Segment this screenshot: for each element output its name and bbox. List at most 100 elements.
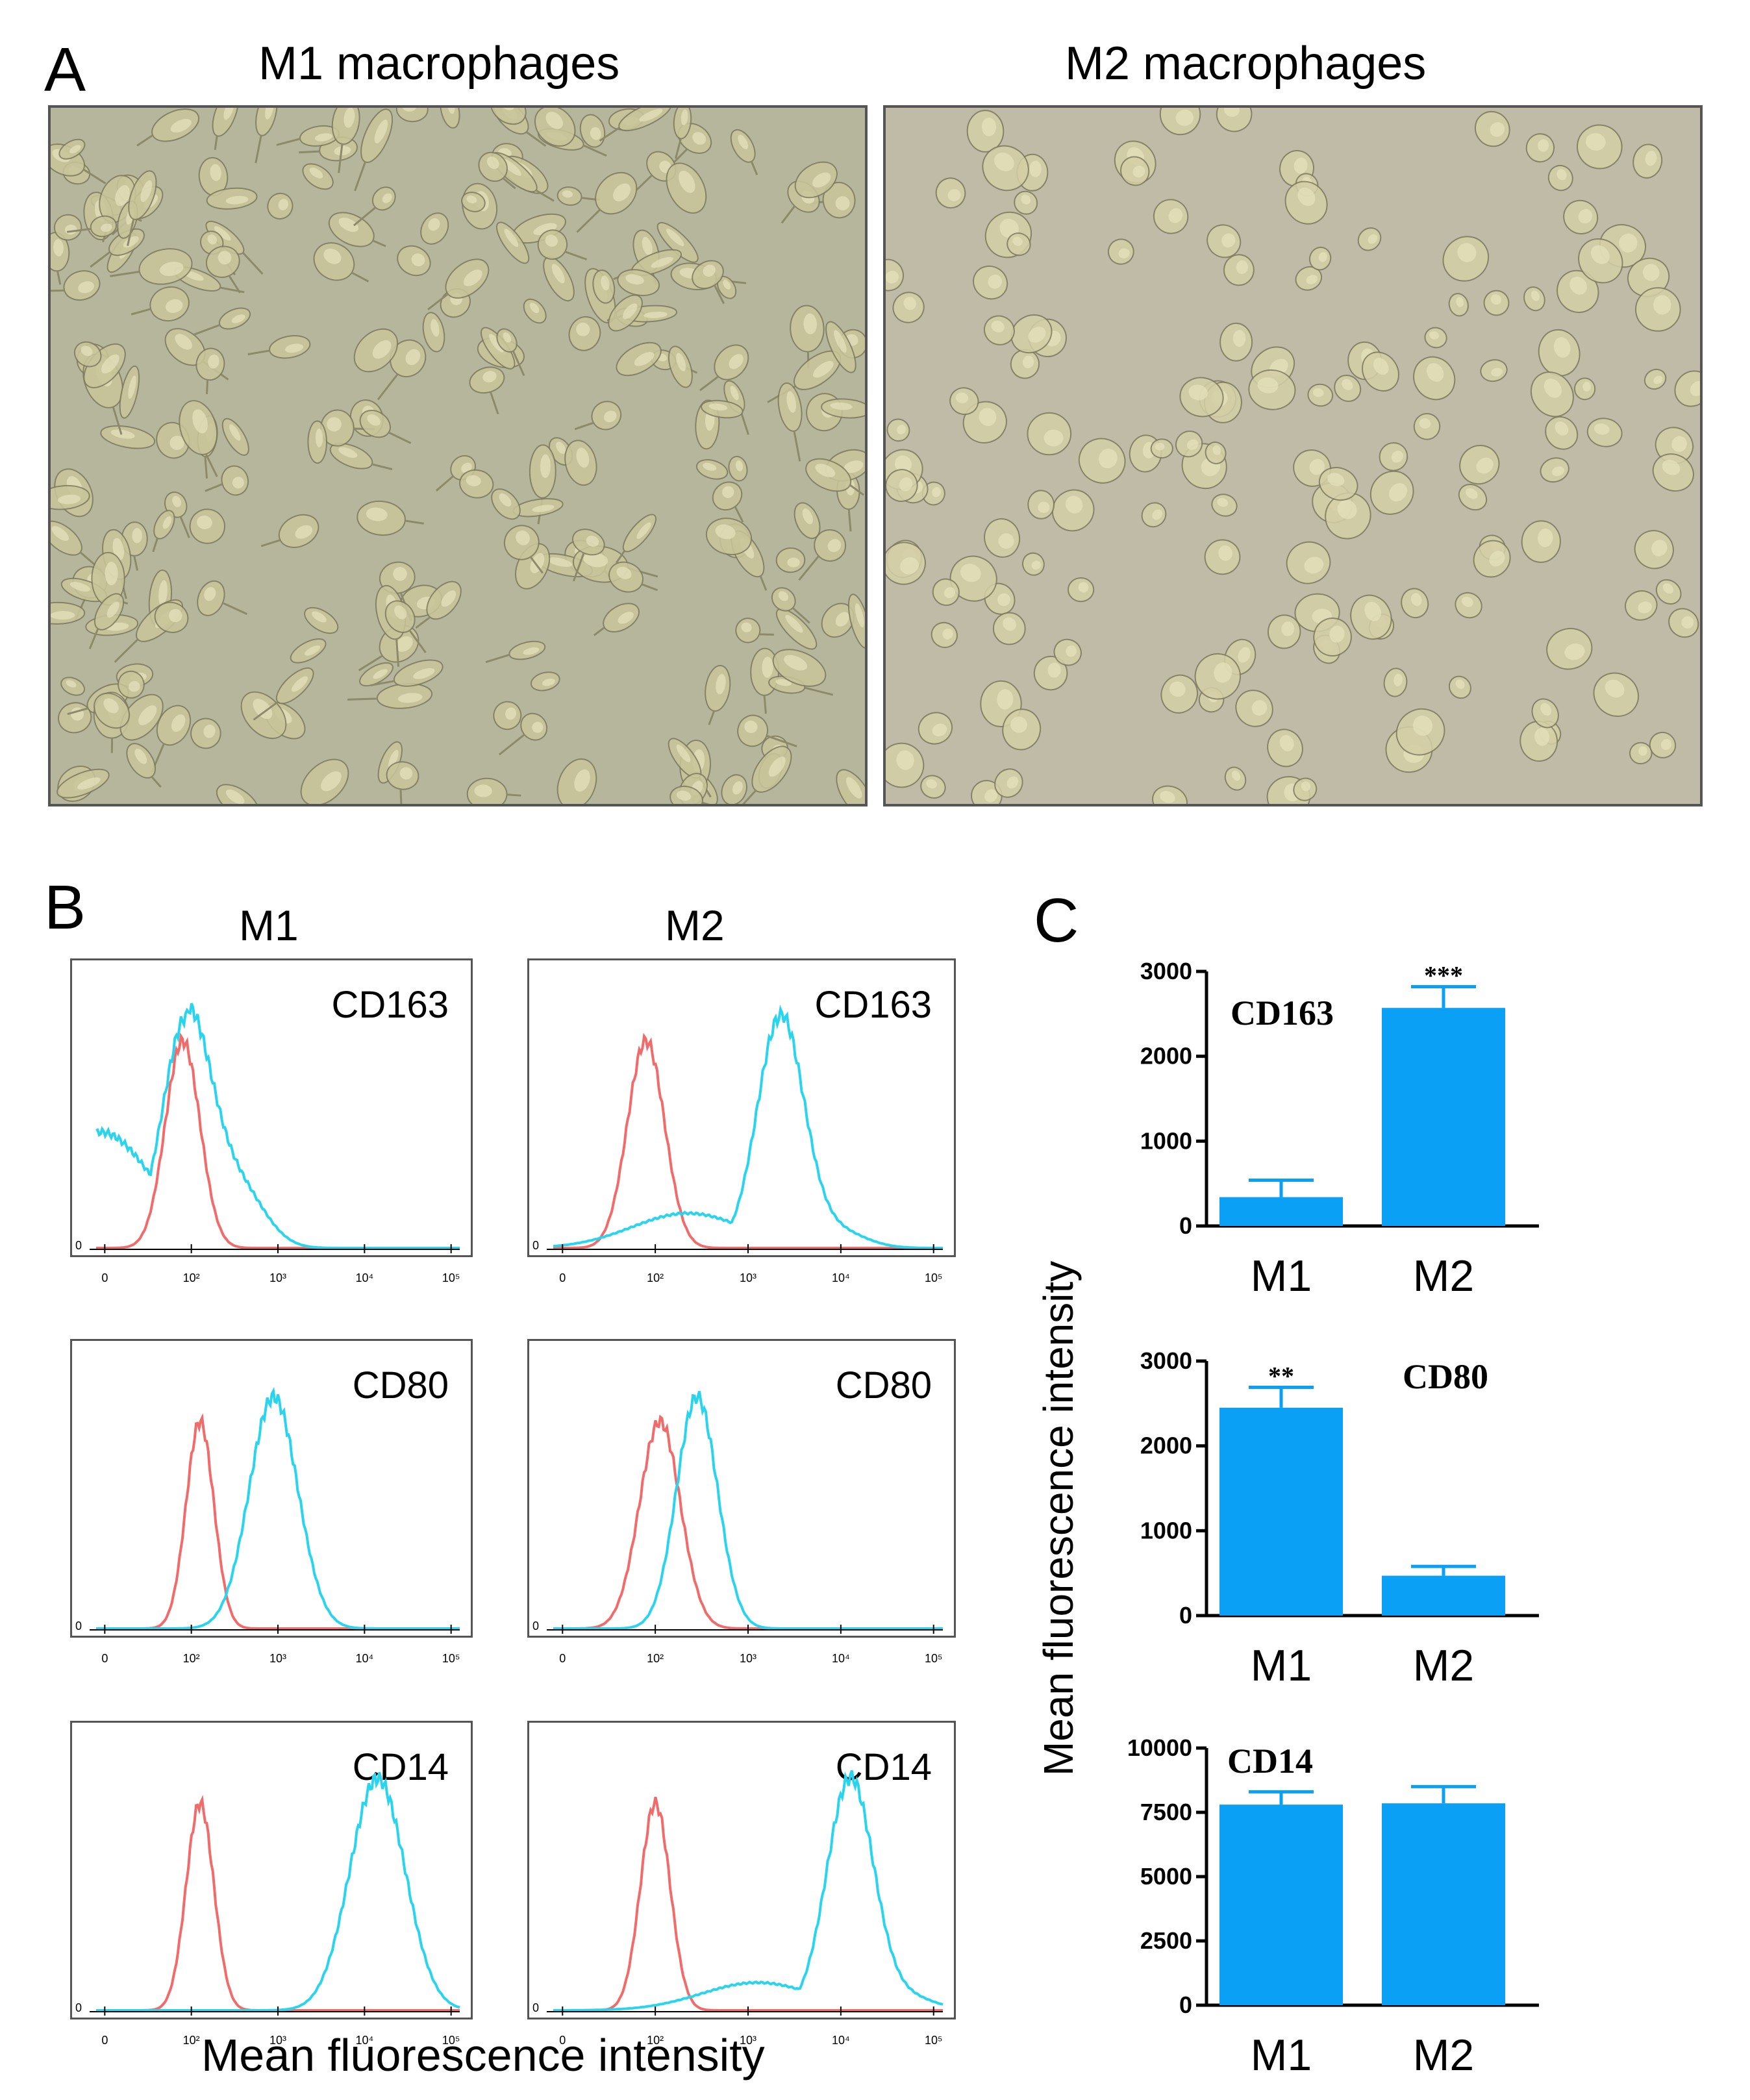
cell bbox=[1014, 190, 1038, 215]
cell bbox=[83, 343, 126, 388]
cell bbox=[1413, 413, 1441, 440]
cell bbox=[1652, 453, 1694, 492]
cell bbox=[459, 469, 494, 499]
cell bbox=[1318, 467, 1358, 501]
panel-letter-a: A bbox=[44, 35, 86, 105]
cell bbox=[1119, 156, 1150, 186]
cell bbox=[556, 186, 600, 206]
histogram-tick-label: 10⁴ bbox=[355, 1271, 373, 1284]
histogram-tick-label: 10² bbox=[183, 2034, 200, 2047]
cell bbox=[1284, 181, 1328, 225]
cell bbox=[608, 561, 658, 593]
cell bbox=[1159, 108, 1201, 136]
isotype-curve bbox=[553, 1414, 943, 1630]
histogram-tick-label: 0 bbox=[559, 2034, 566, 2047]
cell bbox=[1235, 690, 1273, 727]
marker-curve bbox=[553, 1391, 943, 1630]
cell bbox=[599, 108, 672, 142]
y-tick-label: 2500 bbox=[1140, 1927, 1192, 1954]
cell bbox=[918, 712, 953, 745]
m1-macrophages-title: M1 macrophages bbox=[258, 38, 620, 90]
histogram-cd163-m1: CD163 0 10² 10³ 10⁴ 10⁵ 0 bbox=[70, 958, 473, 1284]
histogram-tick-label: 0 bbox=[101, 1271, 108, 1284]
cell bbox=[805, 458, 864, 496]
y-tick-label: 3000 bbox=[1140, 958, 1192, 984]
cell bbox=[1480, 359, 1508, 382]
histogram-cd163-m2: CD163 0 10² 10³ 10⁴ 10⁵ 0 bbox=[527, 958, 956, 1284]
cell bbox=[712, 481, 744, 523]
cell bbox=[1325, 492, 1371, 540]
cell bbox=[255, 108, 278, 164]
cell bbox=[1175, 431, 1203, 458]
cell bbox=[260, 514, 319, 548]
cell bbox=[1473, 540, 1511, 578]
m2-micrograph bbox=[883, 105, 1703, 806]
cell bbox=[1204, 539, 1241, 575]
histogram-tick-label: 10³ bbox=[269, 1652, 286, 1665]
cell bbox=[1027, 490, 1055, 519]
marker-curve bbox=[96, 1772, 460, 2012]
y-tick-label: 2000 bbox=[1140, 1043, 1192, 1069]
cell bbox=[992, 612, 1026, 645]
cell bbox=[593, 603, 640, 636]
bar-charts: 0 1000 2000 3000 M1 *** M2 CD163 0 1000 2000 3000 **… bbox=[1127, 958, 1539, 2080]
histogram-tick-label: 10⁵ bbox=[925, 2034, 942, 2047]
marker-curve bbox=[96, 1386, 460, 1630]
histogram-col-m2-header: M2 bbox=[665, 901, 725, 949]
histogram-tick-label: 10² bbox=[647, 1271, 664, 1284]
cell bbox=[962, 401, 1007, 444]
histogram-tick-label: 10³ bbox=[269, 1271, 286, 1284]
m2-macrophages-title: M2 macrophages bbox=[1065, 38, 1427, 90]
cell bbox=[221, 418, 249, 456]
cell bbox=[469, 366, 505, 415]
cell bbox=[564, 440, 597, 486]
histogram-tick-label: 10⁴ bbox=[832, 1652, 850, 1665]
cell bbox=[1668, 608, 1699, 638]
cell bbox=[493, 701, 522, 731]
cell bbox=[154, 601, 189, 633]
cell bbox=[530, 671, 560, 692]
cell bbox=[1442, 236, 1490, 282]
histogram-tick-label: 10⁵ bbox=[925, 1271, 942, 1284]
y-tick-label: 0 bbox=[1179, 1212, 1192, 1239]
cell bbox=[478, 151, 516, 190]
cell bbox=[1634, 530, 1674, 569]
cell bbox=[127, 170, 157, 246]
category-label: M1 bbox=[1251, 1251, 1312, 1301]
cell bbox=[110, 248, 193, 285]
histogram-y-zero: 0 bbox=[75, 1619, 82, 1632]
cell bbox=[1021, 552, 1045, 576]
cell bbox=[886, 742, 925, 788]
cell bbox=[1455, 592, 1482, 619]
category-label: M1 bbox=[1251, 2031, 1312, 2080]
cell bbox=[420, 212, 449, 245]
cell bbox=[735, 618, 774, 644]
cell bbox=[179, 400, 218, 477]
cell bbox=[1593, 672, 1640, 718]
cell bbox=[195, 347, 225, 395]
cell bbox=[354, 108, 394, 192]
cell bbox=[370, 659, 444, 687]
cell bbox=[705, 665, 731, 725]
cell bbox=[427, 258, 490, 310]
cell bbox=[1523, 286, 1545, 312]
bar-chart-cd80: 0 1000 2000 3000 ** M1 M2 CD80 bbox=[1140, 1347, 1539, 1690]
cell bbox=[1313, 618, 1352, 656]
cell bbox=[994, 768, 1023, 798]
cell bbox=[307, 420, 328, 464]
cell bbox=[290, 638, 327, 664]
cell bbox=[1547, 164, 1573, 192]
bar-chart-title: CD80 bbox=[1403, 1357, 1488, 1396]
cell bbox=[982, 145, 1029, 192]
cell bbox=[1295, 266, 1323, 291]
cell bbox=[1546, 627, 1593, 670]
cell bbox=[1205, 441, 1227, 465]
cell bbox=[716, 275, 737, 299]
cell bbox=[1395, 708, 1445, 756]
bar-chart-cd14: 0 2500 5000 7500 10000 M1 M2 CD14 bbox=[1127, 1734, 1539, 2080]
cell bbox=[73, 341, 102, 368]
histogram-tick-label: 10⁴ bbox=[355, 1652, 373, 1665]
histogram-tick-label: 10² bbox=[647, 2034, 664, 2047]
cell bbox=[490, 108, 527, 125]
bar-m1 bbox=[1219, 1407, 1343, 1616]
